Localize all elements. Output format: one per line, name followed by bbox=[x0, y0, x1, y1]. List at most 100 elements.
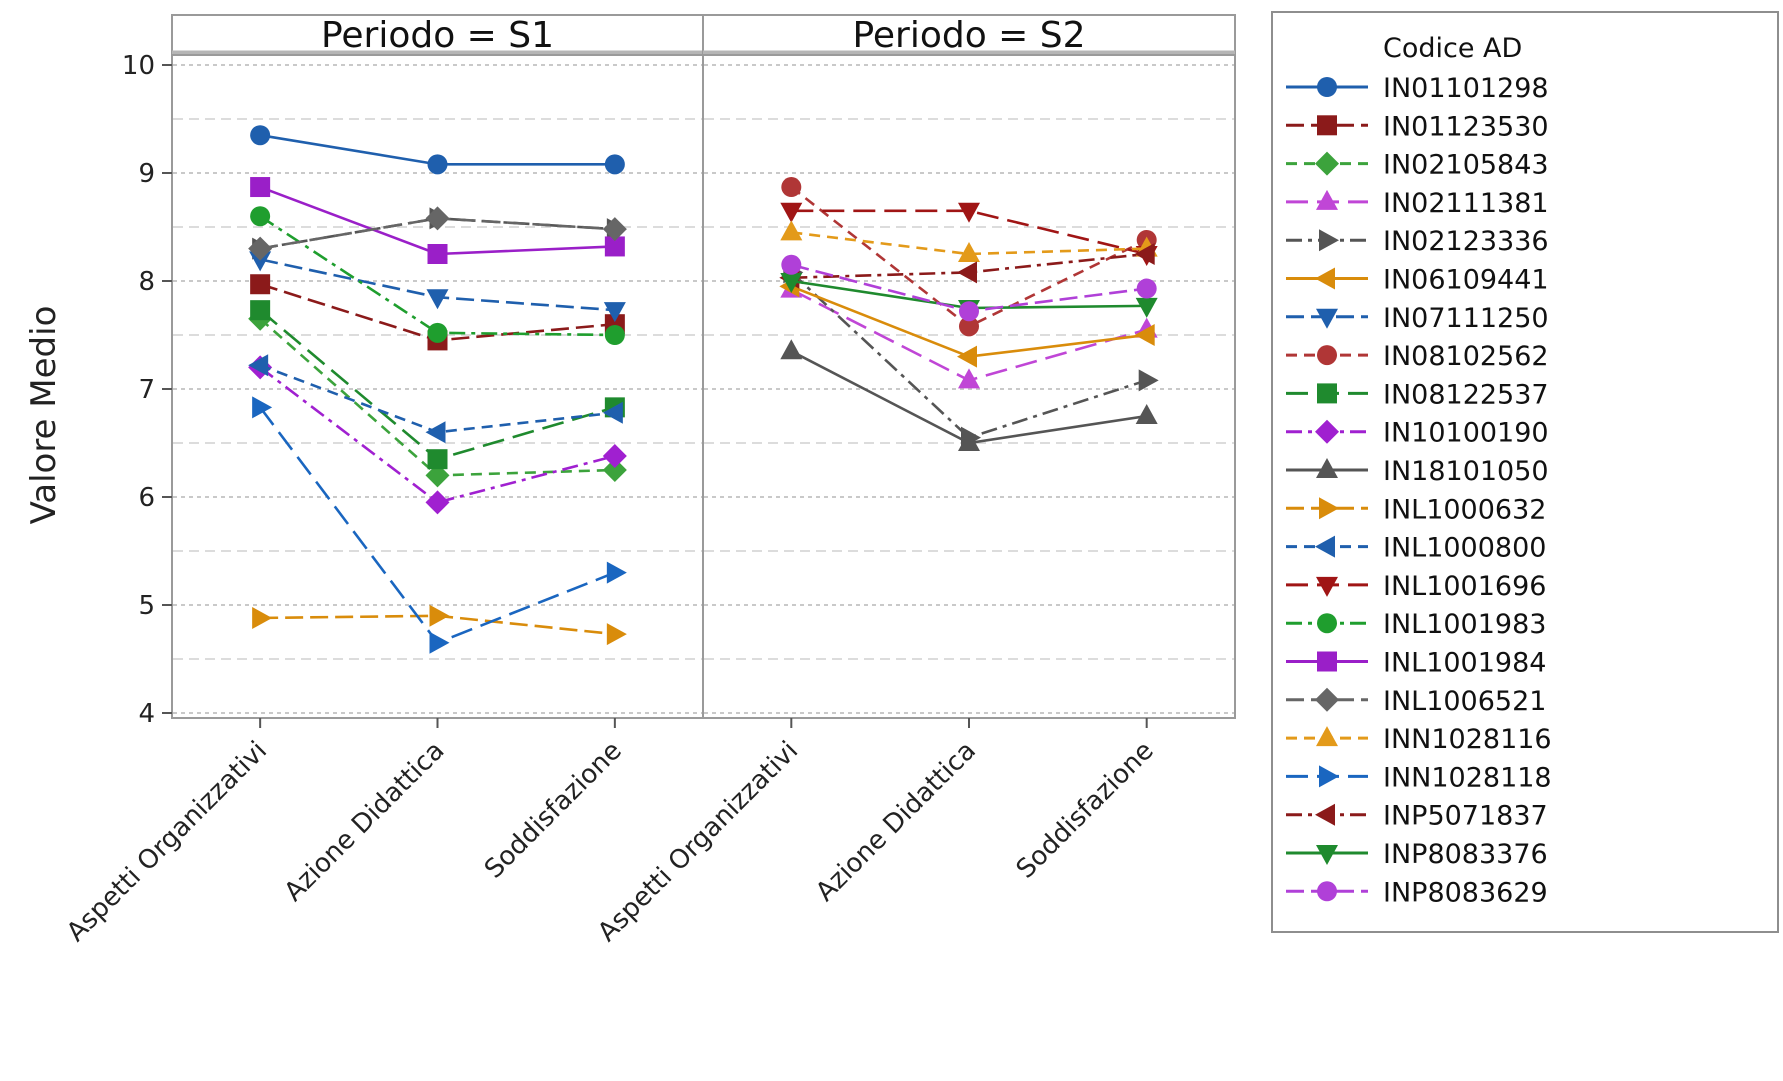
data-point bbox=[606, 623, 627, 646]
data-point bbox=[604, 236, 625, 257]
data-point bbox=[429, 604, 450, 627]
data-point bbox=[1135, 297, 1158, 318]
data-point bbox=[249, 251, 272, 272]
legend-label: INL1006521 bbox=[1383, 686, 1546, 717]
legend-item-in06109441: IN06109441 bbox=[1286, 265, 1549, 296]
legend-title: Codice AD bbox=[1383, 33, 1522, 64]
legend-label: INP5071837 bbox=[1383, 801, 1548, 832]
data-point bbox=[780, 202, 803, 223]
data-point bbox=[426, 289, 449, 310]
legend-item-in02105843: IN02105843 bbox=[1286, 150, 1549, 181]
legend-item-in01101298: IN01101298 bbox=[1286, 73, 1549, 104]
data-point bbox=[602, 443, 627, 468]
legend-item-inp8083629: INP8083629 bbox=[1286, 877, 1548, 908]
legend-item-inl1000800: INL1000800 bbox=[1286, 533, 1546, 564]
legend-box bbox=[1271, 11, 1779, 933]
legend-marker bbox=[1315, 419, 1339, 444]
legend-marker bbox=[1319, 497, 1339, 520]
legend-label: INP8083376 bbox=[1383, 839, 1548, 870]
data-point bbox=[780, 273, 803, 293]
series-inl1006521 bbox=[248, 206, 627, 261]
legend-marker bbox=[1317, 345, 1337, 366]
legend-label: INN1028116 bbox=[1383, 724, 1552, 755]
panel-strip-label: Periodo = S2 bbox=[852, 15, 1085, 56]
legend-marker bbox=[1316, 458, 1338, 478]
legend-marker bbox=[1315, 267, 1335, 290]
legend-marker bbox=[1319, 229, 1339, 252]
legend-item-inn1028116: INN1028116 bbox=[1286, 724, 1552, 755]
series-line bbox=[791, 209, 1147, 256]
legend-label: IN10100190 bbox=[1383, 418, 1549, 449]
legend-item-inp8083376: INP8083376 bbox=[1286, 839, 1548, 870]
data-point bbox=[252, 606, 273, 629]
data-point bbox=[250, 125, 271, 146]
series-inl1000632 bbox=[252, 604, 627, 646]
data-point bbox=[427, 244, 448, 264]
series-in07111250 bbox=[249, 251, 626, 323]
data-point bbox=[425, 463, 450, 488]
data-point bbox=[425, 490, 450, 515]
y-tick-label: 6 bbox=[138, 483, 155, 513]
data-point bbox=[429, 631, 450, 654]
data-point bbox=[606, 561, 627, 584]
legend-label: IN18101050 bbox=[1383, 456, 1549, 487]
legend-item-in07111250: IN07111250 bbox=[1286, 303, 1549, 334]
data-point bbox=[425, 206, 450, 231]
legend-item-inp5071837: INP5071837 bbox=[1286, 801, 1548, 832]
legend-label: INL1000632 bbox=[1383, 494, 1546, 525]
legend-label: IN08102562 bbox=[1383, 341, 1549, 372]
legend-item-inl1000632: INL1000632 bbox=[1286, 494, 1546, 525]
series-inl1001984 bbox=[250, 177, 625, 264]
legend-item-in02111381: IN02111381 bbox=[1286, 188, 1549, 219]
legend-marker bbox=[1316, 726, 1338, 747]
legend-marker bbox=[1315, 151, 1339, 176]
y-tick-label: 4 bbox=[138, 699, 155, 729]
data-point bbox=[957, 261, 977, 284]
y-axis-title: Valore Medio bbox=[24, 306, 64, 525]
legend-label: INL1001984 bbox=[1383, 648, 1546, 679]
data-point bbox=[959, 316, 979, 337]
data-point bbox=[602, 458, 627, 482]
legend-label: IN02111381 bbox=[1383, 188, 1549, 219]
legend-label: IN07111250 bbox=[1383, 303, 1549, 334]
data-point bbox=[250, 177, 271, 198]
data-point bbox=[1138, 369, 1159, 392]
data-point bbox=[780, 220, 803, 241]
y-axis: 4 5 6 7 8 9 10 bbox=[122, 51, 172, 729]
data-point bbox=[958, 242, 980, 262]
series-line bbox=[790, 271, 1148, 440]
data-point bbox=[1136, 278, 1157, 299]
data-point bbox=[248, 236, 273, 261]
data-point bbox=[781, 254, 802, 275]
y-tick-label: 8 bbox=[138, 267, 155, 297]
legend-label: INL1000800 bbox=[1383, 533, 1546, 564]
legend-item-inl1006521: INL1006521 bbox=[1286, 686, 1546, 717]
series-line bbox=[259, 217, 615, 250]
legend-marker bbox=[1319, 765, 1339, 788]
y-tick-label: 7 bbox=[138, 375, 155, 405]
data-point bbox=[602, 217, 627, 242]
data-point bbox=[958, 431, 980, 451]
data-point bbox=[250, 206, 271, 227]
legend-label: IN02105843 bbox=[1383, 150, 1549, 181]
legend-label: INL1001696 bbox=[1383, 571, 1546, 602]
data-point bbox=[427, 449, 448, 470]
series-line bbox=[259, 215, 615, 337]
data-point bbox=[248, 354, 269, 377]
legend-item-inl1001983: INL1001983 bbox=[1286, 609, 1546, 640]
legend-marker bbox=[1315, 535, 1335, 558]
data-point bbox=[252, 396, 273, 419]
series-inn1028118 bbox=[252, 396, 627, 654]
legend-label: IN01101298 bbox=[1383, 73, 1549, 104]
data-point bbox=[603, 302, 626, 323]
legend-item-in08122537: IN08122537 bbox=[1286, 379, 1549, 410]
series-line bbox=[259, 366, 616, 504]
data-point bbox=[957, 345, 977, 368]
legend-item-inl1001984: INL1001984 bbox=[1286, 648, 1546, 679]
legend-label: IN01123530 bbox=[1383, 111, 1549, 142]
legend-marker bbox=[1317, 613, 1337, 634]
legend-marker bbox=[1317, 115, 1337, 136]
legend-marker bbox=[1315, 803, 1335, 826]
legend-marker bbox=[1317, 383, 1337, 404]
